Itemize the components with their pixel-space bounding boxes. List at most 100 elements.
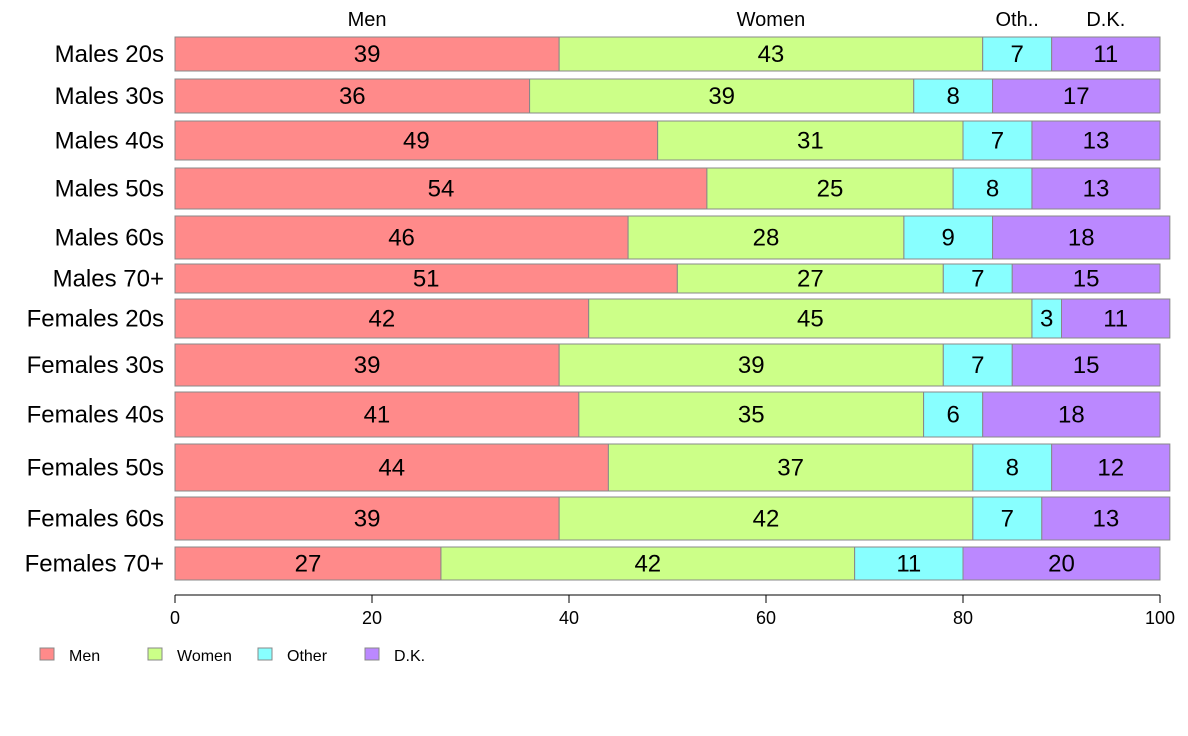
bar-segment-men — [174, 36, 560, 72]
bar-segment-other — [1031, 298, 1062, 339]
bar-segment-d-k — [1031, 167, 1161, 210]
segment-value-label: 25 — [817, 176, 844, 203]
row-label: Males 20s — [55, 41, 164, 68]
segment-value-label: 8 — [946, 83, 959, 110]
x-tick-label: 0 — [170, 608, 180, 628]
row-label: Females 50s — [27, 455, 164, 482]
segment-value-label: 42 — [368, 306, 395, 333]
segment-value-label: 11 — [1103, 306, 1128, 333]
segment-value-label: 13 — [1092, 506, 1119, 533]
segment-value-label: 39 — [708, 83, 735, 110]
legend-swatch — [364, 647, 380, 661]
bar-segment-men — [174, 167, 708, 210]
segment-value-label: 42 — [634, 551, 661, 578]
segment-value-label: 20 — [1048, 551, 1075, 578]
bar-segment-other — [854, 546, 964, 581]
row-label: Males 60s — [55, 225, 164, 252]
bar-segment-d-k — [962, 546, 1161, 581]
x-axis: 0 20 40 60 80 100 — [170, 594, 1175, 628]
legend-label: Women — [177, 648, 232, 665]
x-tick-label: 100 — [1145, 608, 1175, 628]
bar-segment-women — [627, 215, 905, 260]
row-label: Females 70+ — [25, 551, 164, 578]
bar-row-females-40s: Females 40s 41 35 6 18 — [27, 391, 1161, 438]
row-label: Females 20s — [27, 306, 164, 333]
bar-row-males-70: Males 70+ 51 27 7 15 — [53, 263, 1161, 294]
segment-value-label: 37 — [777, 455, 804, 482]
bar-segment-d-k — [1031, 120, 1161, 161]
bar-row-females-50s: Females 50s 44 37 8 12 — [27, 443, 1171, 492]
bar-segment-women — [607, 443, 974, 492]
segment-value-label: 51 — [413, 266, 440, 293]
bar-segment-d-k — [1011, 263, 1161, 294]
segment-value-label: 13 — [1083, 128, 1110, 155]
legend-label: D.K. — [394, 648, 425, 665]
bar-segment-women — [676, 263, 944, 294]
segment-value-label: 27 — [797, 266, 824, 293]
row-label: Females 40s — [27, 402, 164, 429]
bar-segment-d-k — [1051, 36, 1161, 72]
bar-segment-women — [706, 167, 954, 210]
segment-value-label: 8 — [986, 176, 999, 203]
x-tick-label: 60 — [756, 608, 776, 628]
segment-value-label: 17 — [1063, 83, 1090, 110]
segment-value-label: 36 — [339, 83, 366, 110]
bar-segment-other — [982, 36, 1053, 72]
bar-segment-men — [174, 298, 590, 339]
bar-row-males-60s: Males 60s 46 28 9 18 — [55, 215, 1171, 260]
segment-value-label: 27 — [295, 551, 322, 578]
segment-value-label: 39 — [354, 506, 381, 533]
bar-segment-other — [942, 263, 1013, 294]
bar-row-females-30s: Females 30s 39 39 7 15 — [27, 343, 1161, 387]
segment-value-label: 46 — [388, 225, 415, 252]
row-label: Females 30s — [27, 352, 164, 379]
segment-value-label: 7 — [971, 352, 984, 379]
segment-value-label: 45 — [797, 306, 824, 333]
segment-value-label: 54 — [428, 176, 455, 203]
bar-segment-other — [903, 215, 994, 260]
column-header-d-k: D.K. — [1086, 9, 1125, 31]
bar-segment-other — [972, 443, 1053, 492]
segment-value-label: 12 — [1097, 455, 1124, 482]
bar-segment-d-k — [1051, 443, 1171, 492]
segment-value-label: 18 — [1068, 225, 1095, 252]
bar-row-males-20s: Males 20s 39 43 7 11 — [55, 36, 1161, 72]
bar-segment-women — [558, 36, 984, 72]
segment-value-label: 15 — [1073, 266, 1100, 293]
segment-value-label: 49 — [403, 128, 430, 155]
bar-segment-men — [174, 215, 629, 260]
segment-value-label: 7 — [971, 266, 984, 293]
segment-value-label: 7 — [1010, 41, 1023, 68]
bar-segment-d-k — [992, 215, 1171, 260]
bar-segment-other — [913, 78, 994, 114]
bar-segment-d-k — [1061, 298, 1171, 339]
legend-item-women: Women — [147, 647, 232, 665]
segment-value-label: 8 — [1006, 455, 1019, 482]
bar-row-females-60s: Females 60s 39 42 7 13 — [27, 496, 1171, 541]
bar-segment-other — [972, 496, 1043, 541]
bar-row-females-20s: Females 20s 42 45 3 11 — [27, 298, 1171, 339]
segment-value-label: 43 — [758, 41, 785, 68]
column-header-men: Men — [348, 9, 387, 31]
bar-segment-men — [174, 443, 609, 492]
row-label: Males 30s — [55, 83, 164, 110]
bar-row-males-40s: Males 40s 49 31 7 13 — [55, 120, 1161, 161]
segment-value-label: 39 — [738, 352, 765, 379]
segment-value-label: 18 — [1058, 402, 1085, 429]
bar-segment-d-k — [982, 391, 1161, 438]
segment-value-label: 7 — [991, 128, 1004, 155]
bar-row-females-70: Females 70+ 27 42 11 20 — [25, 546, 1161, 581]
x-tick-label: 80 — [953, 608, 973, 628]
legend: Men Women Other D.K. — [39, 647, 425, 665]
bar-segment-d-k — [992, 78, 1161, 114]
bar-segment-d-k — [1011, 343, 1161, 387]
bar-segment-men — [174, 120, 659, 161]
bar-segment-women — [578, 391, 925, 438]
bar-segment-d-k — [1041, 496, 1171, 541]
segment-value-label: 11 — [896, 551, 921, 578]
x-tick-label: 40 — [559, 608, 579, 628]
segment-value-label: 41 — [364, 402, 391, 429]
bar-segment-men — [174, 263, 678, 294]
